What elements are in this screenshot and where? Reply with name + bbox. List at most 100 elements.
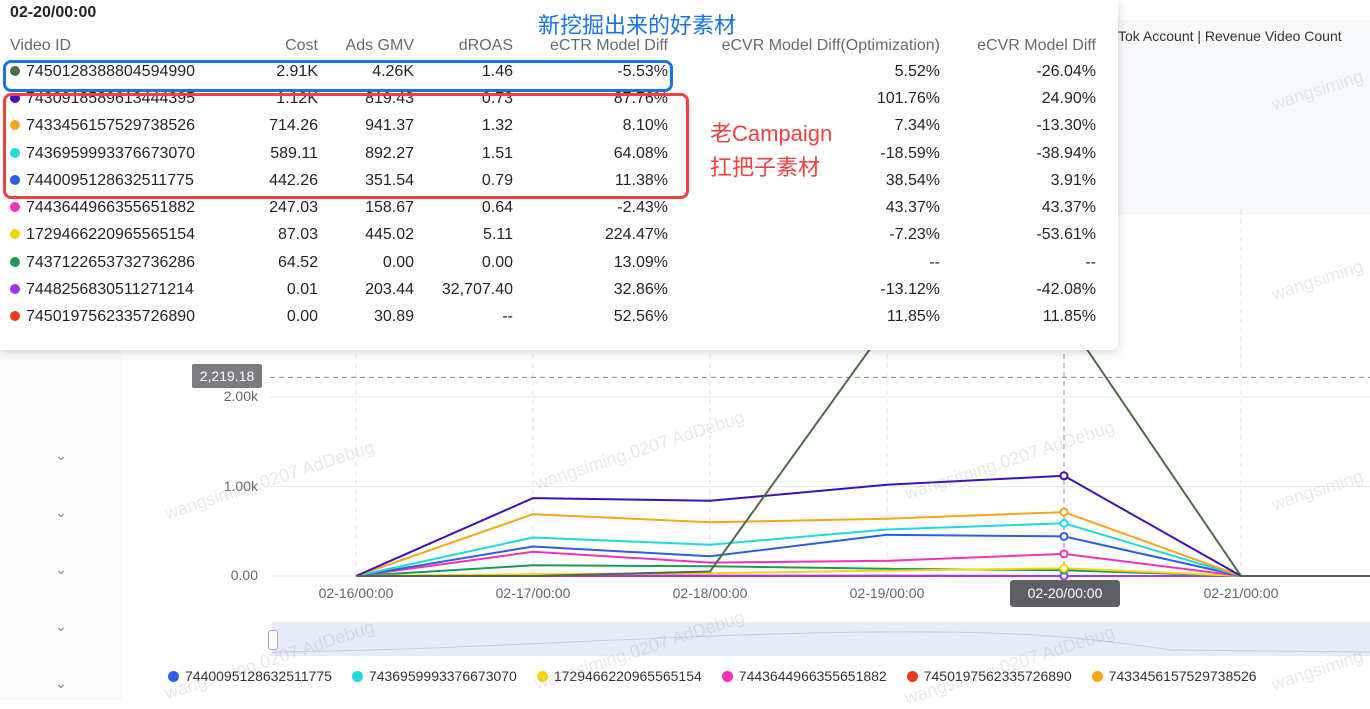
legend-item[interactable]: 1729466220965565154 (537, 668, 702, 684)
y-tick-label: 1.00k (198, 478, 258, 494)
series-dot-icon (10, 257, 20, 267)
active-x-label: 02-20/00:00 (1010, 580, 1120, 607)
legend-label: 7433456157529738526 (1109, 668, 1257, 684)
series-point (1061, 533, 1068, 540)
ecvr-cell: 11.85% (940, 304, 1096, 331)
ecvr-cell: -38.94% (940, 140, 1096, 167)
droas-cell: 32,707.40 (414, 276, 513, 303)
crosshair-value-label: 2,219.18 (192, 364, 262, 388)
highlight-box-red (3, 93, 689, 199)
video-id-cell: 1729466220965565154 (0, 222, 235, 249)
series-point (1061, 472, 1068, 479)
ecvr-cell: 24.90% (940, 85, 1096, 112)
slider-handle[interactable] (268, 630, 278, 650)
droas-cell: 5.11 (414, 222, 513, 249)
video-id-text: 7437122653732736286 (26, 254, 195, 271)
legend-item[interactable]: 7443644966355651882 (722, 668, 887, 684)
legend-dot-icon (907, 671, 918, 682)
legend-item[interactable]: 7436959993376673070 (352, 668, 517, 684)
legend-label: 1729466220965565154 (554, 668, 702, 684)
ecvr-cell: 3.91% (940, 167, 1096, 194)
gmv-cell: 0.00 (318, 249, 414, 276)
highlight-box-blue (3, 60, 673, 92)
col-cost: Cost (235, 34, 318, 58)
series-dot-icon (10, 229, 20, 239)
video-id-text: 7448256830511271214 (26, 281, 194, 298)
legend-label: 7443644966355651882 (739, 668, 887, 684)
y-tick-label: 0.00 (198, 567, 258, 583)
y-tick-label: 2.00k (198, 388, 258, 404)
video-id-cell: 7448256830511271214 (0, 276, 235, 303)
legend-item[interactable]: 7450197562335726890 (907, 668, 1072, 684)
cost-cell: 0.01 (235, 276, 318, 303)
x-tick-label: 02-17/00:00 (473, 585, 593, 601)
annotation-new-material: 新挖掘出来的好素材 (538, 8, 736, 40)
droas-cell: -- (414, 304, 513, 331)
ecvr-opt-cell: -- (668, 249, 940, 276)
video-id-cell: 7450197562335726890 (0, 304, 235, 331)
ecvr-opt-cell: -7.23% (668, 222, 940, 249)
ecvr-cell: -- (940, 249, 1096, 276)
gmv-cell: 203.44 (318, 276, 414, 303)
droas-cell: 0.00 (414, 249, 513, 276)
tooltip: 02-20/00:00 Video ID Cost Ads GMV dROAS … (0, 0, 1118, 350)
zoom-slider[interactable] (272, 622, 1370, 656)
gmv-cell: 30.89 (318, 304, 414, 331)
ecvr-opt-cell: 101.76% (668, 85, 940, 112)
ecvr-cell: -13.30% (940, 113, 1096, 140)
legend-dot-icon (352, 671, 363, 682)
legend-dot-icon (168, 671, 179, 682)
slider-sparkline (272, 622, 1370, 656)
cost-cell: 0.00 (235, 304, 318, 331)
cost-cell: 64.52 (235, 249, 318, 276)
legend-item[interactable]: 7440095128632511775 (168, 668, 332, 684)
video-id-text: 7443644966355651882 (26, 199, 195, 216)
legend-item[interactable]: 7433456157529738526 (1092, 668, 1257, 684)
ecvr-cell: 43.37% (940, 194, 1096, 221)
legend-label: 7440095128632511775 (185, 668, 332, 684)
ecvr-cell: -42.08% (940, 276, 1096, 303)
ecvr-cell: -26.04% (940, 58, 1096, 85)
ecvr-opt-cell: 11.85% (668, 304, 940, 331)
ecvr-opt-cell: 43.37% (668, 194, 940, 221)
col-droas: dROAS (414, 34, 513, 58)
series-point (1061, 520, 1068, 527)
ecvr-cell: -53.61% (940, 222, 1096, 249)
video-id-text: 7450197562335726890 (26, 308, 195, 325)
col-ads-gmv: Ads GMV (318, 34, 414, 58)
ecvr-opt-cell: -13.12% (668, 276, 940, 303)
ectr-cell: 32.86% (513, 276, 668, 303)
annotation-old-campaign: 老Campaign 扛把子素材 (710, 117, 832, 185)
video-id-text: 1729466220965565154 (26, 226, 195, 243)
legend-label: 7436959993376673070 (369, 668, 517, 684)
x-tick-label: 02-18/00:00 (650, 585, 770, 601)
ectr-cell: 224.47% (513, 222, 668, 249)
series-point (1061, 550, 1068, 557)
cost-cell: 87.03 (235, 222, 318, 249)
annotation-line: 老Campaign (710, 117, 832, 151)
legend-dot-icon (1092, 671, 1103, 682)
series-point (1061, 565, 1068, 572)
ectr-cell: 52.56% (513, 304, 668, 331)
col-ecvr-diff: eCVR Model Diff (940, 34, 1096, 58)
tooltip-time: 02-20/00:00 (10, 4, 96, 22)
legend-dot-icon (537, 671, 548, 682)
series-dot-icon (10, 202, 20, 212)
col-video-id: Video ID (0, 34, 235, 58)
chart-legend: 7440095128632511775 7436959993376673070 17… (168, 668, 1277, 684)
series-dot-icon (10, 284, 20, 294)
legend-label: 7450197562335726890 (924, 668, 1072, 684)
x-tick-label: 02-16/00:00 (296, 585, 416, 601)
series-dot-icon (10, 311, 20, 321)
x-tick-label: 02-21/00:00 (1181, 585, 1301, 601)
ectr-cell: 13.09% (513, 249, 668, 276)
ecvr-opt-cell: 5.52% (668, 58, 940, 85)
series-point (1061, 509, 1068, 516)
gmv-cell: 445.02 (318, 222, 414, 249)
annotation-line: 扛把子素材 (710, 151, 832, 185)
legend-dot-icon (722, 671, 733, 682)
